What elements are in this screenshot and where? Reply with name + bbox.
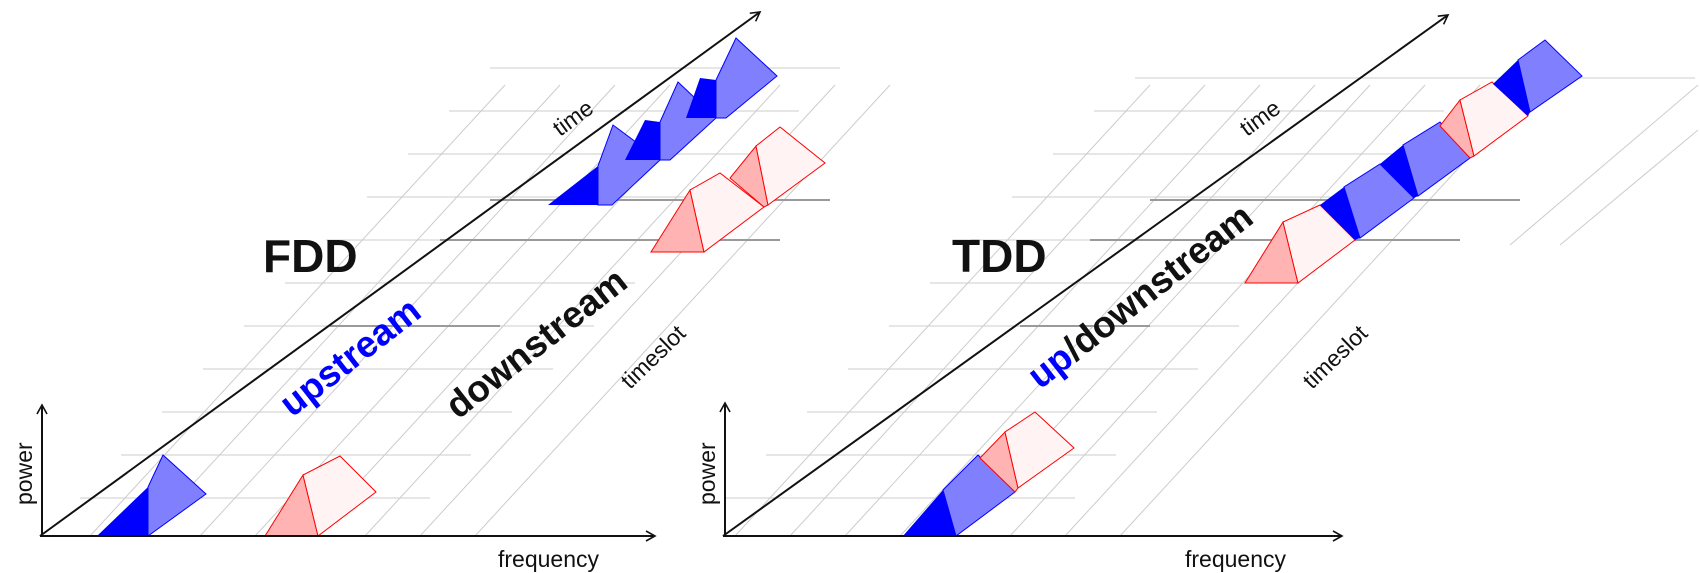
tdd-panel: TDD frequency power time timeslot up/dow… (694, 14, 1699, 572)
tdd-frequency-label: frequency (1185, 546, 1287, 572)
tdd-power-label: power (694, 442, 720, 505)
fdd-downstream-pulse-3 (729, 126, 826, 208)
fdd-upstream-pulse-1 (97, 454, 207, 537)
fdd-downstream-signal (264, 126, 826, 537)
tdd-time-axis (722, 14, 1450, 537)
tdd-downstream-label: /downstream (1055, 196, 1260, 369)
tdd-upstream-pulse-1 (903, 454, 1016, 537)
tdd-upstream-pulse-4 (1493, 39, 1583, 116)
fdd-title: FDD (263, 230, 358, 282)
tdd-axes (719, 14, 1450, 542)
tdd-downstream-pulse-2 (1244, 204, 1356, 284)
tdd-signals (903, 39, 1583, 537)
fdd-time-label: time (548, 94, 598, 141)
fdd-frequency-label: frequency (498, 546, 600, 572)
tdd-title: TDD (952, 230, 1047, 282)
fdd-upstream-pulse-4 (686, 37, 778, 119)
fdd-panel: FDD frequency power time timeslot upstre… (11, 11, 891, 572)
fdd-power-label: power (11, 442, 37, 505)
fdd-axes (36, 11, 762, 542)
fdd-time-axis (39, 11, 762, 537)
fdd-upstream-signal (97, 37, 778, 537)
tdd-time-label: time (1235, 94, 1285, 141)
tdd-downstream-pulse-1 (979, 411, 1075, 493)
fdd-downstream-pulse-1 (264, 455, 377, 537)
fdd-downstream-label: downstream (438, 260, 635, 426)
fdd-timeslot-label: timeslot (615, 319, 691, 393)
fdd-timeslot-grid (80, 67, 891, 537)
tdd-timeslot-grid (725, 77, 1699, 537)
